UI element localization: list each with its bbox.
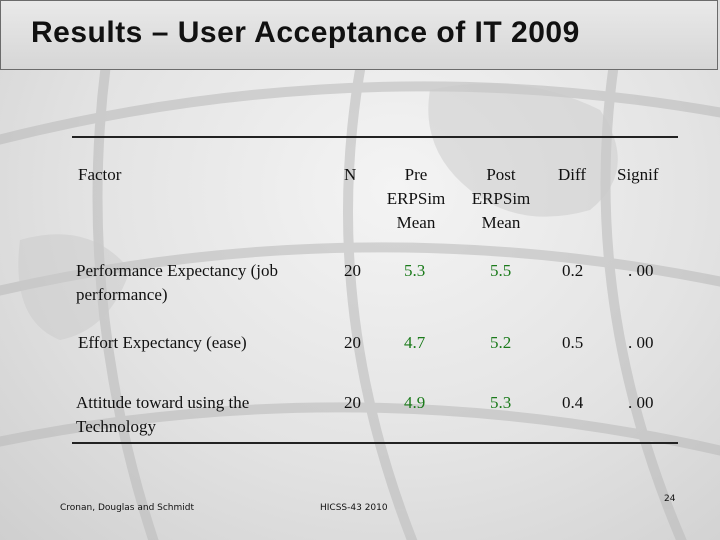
header-n: N	[344, 165, 357, 184]
title-bar: Results – User Acceptance of IT 2009	[0, 0, 718, 70]
header-pre-line2: ERPSim	[386, 189, 446, 208]
table-row-1-pre: 5.3	[404, 261, 426, 280]
table-row-2-factor: Effort Expectancy (ease)	[78, 331, 247, 355]
table-row-3-diff: 0.4	[562, 393, 584, 412]
table-top-rule	[72, 136, 678, 138]
table-row-3-factor: Attitude toward using the Technology	[76, 391, 249, 439]
table-bottom-rule	[72, 442, 678, 444]
header-post-mean: Post ERPSim Mean	[458, 163, 544, 235]
footer-authors: Cronan, Douglas and Schmidt	[60, 503, 195, 513]
table-row-1-post: 5.5	[490, 261, 512, 280]
row-3-factor-line2: Technology	[76, 417, 157, 436]
table-row-2-n: 20	[344, 333, 361, 352]
table-row-2-signif: . 00	[628, 333, 654, 352]
table-row-1-signif: . 00	[628, 261, 654, 280]
table-row-2-pre: 4.7	[404, 333, 426, 352]
row-1-factor-line2: performance)	[76, 285, 168, 304]
header-pre-mean: Pre ERPSim Mean	[374, 163, 458, 235]
table-row-2-post: 5.2	[490, 333, 512, 352]
table-row-3-n: 20	[344, 393, 361, 412]
table-row-3-post: 5.3	[490, 393, 512, 412]
header-pre-line1: Pre	[404, 165, 428, 184]
footer-conference: HICSS-43 2010	[320, 503, 388, 513]
table-row-3-signif: . 00	[628, 393, 654, 412]
header-pre-line3: Mean	[396, 213, 436, 232]
table-row-3-pre: 4.9	[404, 393, 426, 412]
row-1-factor-line1: Performance Expectancy (job	[76, 261, 279, 280]
table-row-1-diff: 0.2	[562, 261, 584, 280]
header-signif: Signif	[617, 165, 659, 184]
slide-title: Results – User Acceptance of IT 2009	[31, 16, 580, 49]
header-factor: Factor	[78, 165, 122, 184]
table-row-2-diff: 0.5	[562, 333, 584, 352]
table-row-1-factor: Performance Expectancy (job performance)	[76, 259, 278, 307]
row-2-factor-line1: Effort Expectancy (ease)	[78, 333, 247, 352]
table-row-1-n: 20	[344, 261, 361, 280]
header-post-line1: Post	[486, 165, 516, 184]
header-post-line3: Mean	[481, 213, 521, 232]
row-3-factor-line1: Attitude toward using the	[76, 393, 250, 412]
header-post-line2: ERPSim	[471, 189, 531, 208]
header-diff: Diff	[558, 165, 587, 184]
slide-number: 24	[664, 494, 676, 504]
